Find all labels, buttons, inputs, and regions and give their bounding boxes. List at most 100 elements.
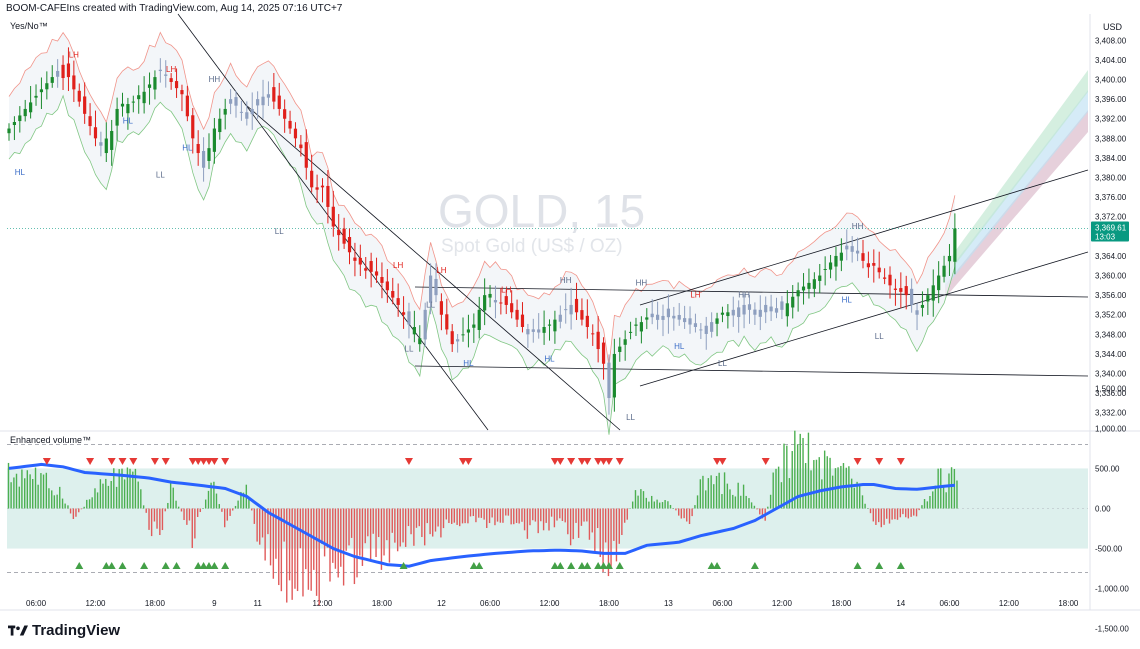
candle-body[interactable]: [623, 339, 627, 345]
candle-body[interactable]: [537, 329, 541, 333]
candle-body[interactable]: [774, 308, 779, 313]
candle-body[interactable]: [726, 312, 730, 317]
candle-body[interactable]: [634, 324, 638, 326]
candle-body[interactable]: [407, 311, 411, 325]
main-indicator-label[interactable]: Yes/No™: [10, 21, 48, 31]
candle-body[interactable]: [920, 304, 925, 308]
trend-line[interactable]: [639, 169, 1089, 306]
candle-body[interactable]: [704, 325, 708, 334]
candle-body[interactable]: [153, 77, 157, 90]
candle-body[interactable]: [628, 331, 633, 333]
candle-body[interactable]: [245, 112, 249, 119]
candle-body[interactable]: [461, 334, 465, 336]
candle-body[interactable]: [926, 295, 930, 302]
candle-body[interactable]: [18, 115, 22, 122]
candle-body[interactable]: [672, 315, 676, 319]
candle-body[interactable]: [710, 322, 714, 332]
candle-body[interactable]: [747, 304, 752, 310]
candle-body[interactable]: [834, 255, 838, 267]
candle-body[interactable]: [893, 288, 898, 290]
candle-body[interactable]: [391, 291, 395, 298]
candle-body[interactable]: [369, 261, 373, 272]
candle-body[interactable]: [185, 95, 189, 117]
candle-body[interactable]: [364, 268, 368, 271]
candle-body[interactable]: [23, 108, 27, 117]
candle-body[interactable]: [601, 342, 606, 364]
candle-body[interactable]: [293, 128, 298, 139]
candle-body[interactable]: [29, 102, 33, 113]
candle-body[interactable]: [412, 326, 416, 335]
candle-body[interactable]: [450, 331, 454, 345]
candle-body[interactable]: [558, 314, 562, 322]
candle-body[interactable]: [483, 295, 487, 311]
candle-body[interactable]: [142, 91, 146, 104]
candle-body[interactable]: [212, 128, 216, 152]
candle-body[interactable]: [661, 315, 665, 320]
candle-body[interactable]: [207, 148, 211, 161]
candle-body[interactable]: [169, 78, 173, 82]
candle-body[interactable]: [818, 275, 822, 281]
candle-body[interactable]: [401, 312, 406, 315]
candle-body[interactable]: [780, 301, 784, 310]
candle-body[interactable]: [342, 228, 346, 244]
candle-body[interactable]: [288, 120, 292, 129]
candle-body[interactable]: [261, 96, 265, 106]
candle-body[interactable]: [742, 304, 746, 315]
candle-body[interactable]: [147, 84, 152, 88]
candle-body[interactable]: [331, 206, 335, 227]
candle-body[interactable]: [126, 104, 130, 114]
candle-body[interactable]: [823, 269, 827, 271]
candle-body[interactable]: [753, 309, 757, 315]
candle-body[interactable]: [93, 127, 98, 139]
candle-body[interactable]: [234, 97, 238, 106]
candle-body[interactable]: [283, 109, 287, 119]
candle-body[interactable]: [526, 329, 530, 335]
volume-indicator-label[interactable]: Enhanced volume™: [10, 435, 92, 445]
candle-body[interactable]: [250, 108, 254, 115]
candle-body[interactable]: [320, 185, 325, 188]
candle-body[interactable]: [445, 314, 449, 330]
candle-body[interactable]: [677, 314, 681, 320]
candle-body[interactable]: [639, 322, 643, 332]
candle-body[interactable]: [656, 314, 660, 320]
trend-line[interactable]: [414, 365, 1089, 377]
candle-body[interactable]: [650, 313, 654, 318]
candle-body[interactable]: [164, 74, 168, 76]
candle-body[interactable]: [83, 96, 87, 114]
candle-body[interactable]: [456, 339, 460, 342]
candle-body[interactable]: [66, 63, 71, 78]
candle-body[interactable]: [304, 142, 308, 168]
candle-body[interactable]: [196, 144, 200, 154]
candle-body[interactable]: [418, 338, 422, 345]
candle-body[interactable]: [358, 257, 362, 265]
candle-body[interactable]: [758, 309, 762, 317]
candle-body[interactable]: [899, 288, 903, 292]
candle-body[interactable]: [883, 277, 887, 279]
trend-line[interactable]: [639, 251, 1089, 387]
candle-body[interactable]: [266, 94, 271, 98]
candle-body[interactable]: [272, 87, 276, 102]
candle-body[interactable]: [791, 296, 795, 308]
candle-body[interactable]: [666, 308, 671, 318]
candle-body[interactable]: [120, 103, 125, 107]
candle-body[interactable]: [861, 253, 865, 261]
candle-body[interactable]: [434, 278, 438, 296]
candle-body[interactable]: [439, 301, 443, 315]
candle-body[interactable]: [877, 267, 881, 273]
candle-body[interactable]: [937, 275, 941, 291]
candle-body[interactable]: [180, 90, 184, 95]
candle-body[interactable]: [580, 310, 584, 320]
candle-body[interactable]: [764, 304, 768, 313]
candle-body[interactable]: [7, 128, 11, 134]
candle-body[interactable]: [174, 81, 179, 89]
candle-body[interactable]: [99, 142, 103, 146]
candle-body[interactable]: [218, 118, 222, 133]
candle-body[interactable]: [801, 286, 806, 291]
candle-body[interactable]: [888, 274, 892, 286]
candle-body[interactable]: [310, 170, 314, 188]
candle-body[interactable]: [72, 75, 76, 90]
candle-body[interactable]: [866, 263, 870, 268]
candle-body[interactable]: [953, 228, 957, 262]
candle-body[interactable]: [515, 309, 519, 320]
